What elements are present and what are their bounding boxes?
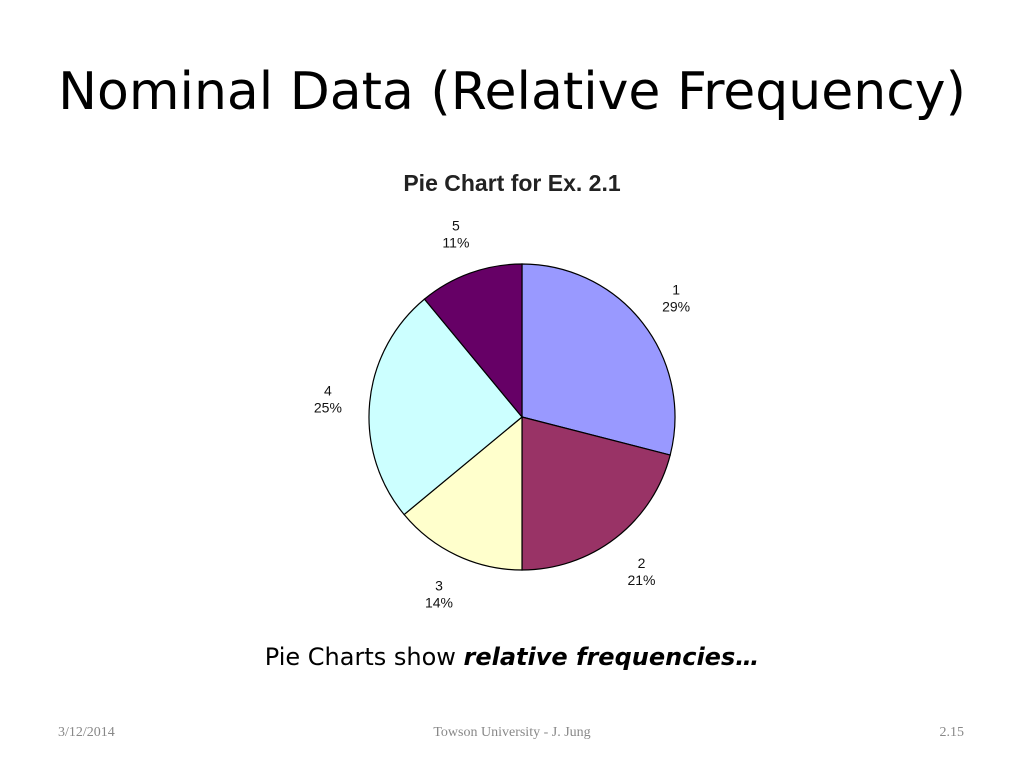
slice-percent-3: 14%	[425, 594, 453, 610]
slice-percent-5: 11%	[442, 235, 469, 251]
caption-emphasis: relative frequencies…	[463, 643, 760, 671]
pie-slice-3	[403, 415, 523, 571]
pie-slice-4	[368, 298, 523, 516]
footer-page-number: 2.15	[939, 725, 965, 740]
slide-caption: Pie Charts show relative frequencies…	[0, 643, 1024, 671]
pie-slice-5	[423, 263, 523, 419]
chart-title: Pie Chart for Ex. 2.1	[403, 170, 621, 196]
pie-slice-2	[521, 416, 671, 571]
footer-center-text: Towson University - J. Jung	[433, 725, 591, 740]
caption-text: Pie Charts show	[264, 643, 464, 671]
slice-label-5: 5	[452, 218, 460, 234]
slice-label-1: 1	[672, 282, 680, 298]
slice-label-4: 4	[324, 383, 332, 399]
slice-percent-1: 29%	[662, 299, 690, 315]
slice-percent-4: 25%	[314, 400, 342, 416]
slide-title: Nominal Data (Relative Frequency)	[58, 62, 966, 122]
slice-label-3: 3	[435, 577, 443, 593]
slice-label-2: 2	[638, 555, 646, 571]
footer-date: 3/12/2014	[58, 725, 115, 740]
slice-percent-2: 21%	[627, 572, 655, 588]
pie-slice-1	[521, 263, 676, 456]
